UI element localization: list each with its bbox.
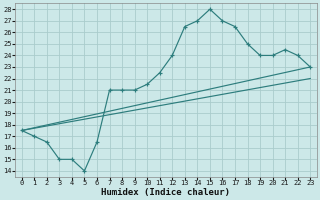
- X-axis label: Humidex (Indice chaleur): Humidex (Indice chaleur): [101, 188, 230, 197]
